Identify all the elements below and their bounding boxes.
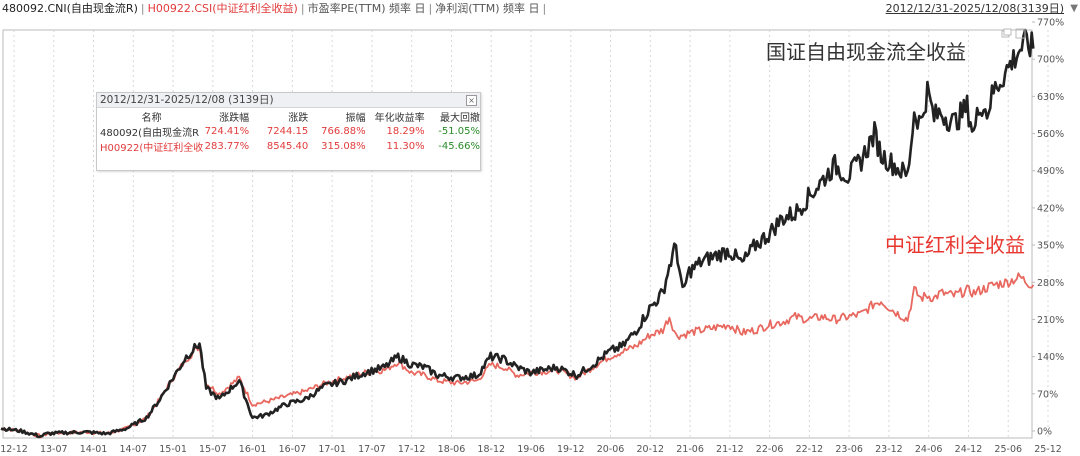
series-label-dividend: 中证红利全收益: [885, 233, 1025, 257]
x-tick-label: 12-12: [0, 444, 28, 455]
date-range-link[interactable]: 2012/12/31-2025/12/08(3139日): [885, 2, 1064, 15]
col-change: 涨跌: [288, 113, 309, 124]
col-name: 名称: [141, 113, 162, 124]
y-tick-label: 70%: [1037, 389, 1058, 400]
cell-change-pct: 724.41%: [204, 126, 250, 137]
window-restore-icon[interactable]: [1000, 28, 1028, 40]
col-max-drawdown: 最大回撤: [440, 113, 480, 124]
legend-separator: |: [140, 2, 145, 15]
y-tick-label: 700%: [1037, 55, 1064, 66]
x-tick-label: 13-07: [40, 444, 68, 455]
y-tick-label: 140%: [1037, 352, 1064, 363]
legend-net-profit-ttm[interactable]: 净利润(TTM) 频率 日: [435, 2, 540, 15]
x-tick-label: 18-12: [477, 444, 505, 455]
cell-amplitude: 315.08%: [321, 141, 366, 152]
x-tick-label: 21-12: [716, 444, 744, 455]
close-icon[interactable]: ×: [466, 95, 477, 106]
x-tick-label: 20-12: [637, 444, 665, 455]
stats-panel-title-text: 2012/12/31-2025/12/08 (3139日): [100, 94, 274, 106]
stats-header-row: 名称 涨跌幅 涨跌 振幅 年化收益率 最大回撤: [97, 109, 480, 124]
x-tick-label: 21-06: [676, 444, 704, 455]
cell-annual-return: 18.29%: [386, 126, 425, 137]
chart-legend-bar: 480092.CNI(自由现金流R) | H00922.CSI(中证红利全收益) | 市…: [0, 0, 1080, 18]
y-tick-label: 560%: [1037, 129, 1064, 140]
x-tick-label: 25-06: [994, 444, 1022, 455]
y-tick-label: 490%: [1037, 166, 1064, 177]
y-tick-label: 630%: [1037, 92, 1064, 103]
x-tick-label: 22-12: [796, 444, 824, 455]
cell-max-drawdown: -51.05%: [438, 126, 480, 137]
x-tick-label: 17-01: [318, 444, 346, 455]
series-line-dividend: [1, 272, 1035, 439]
stats-row[interactable]: 480092(自由现金流R 724.41% 7244.15 766.88% 18…: [97, 124, 480, 139]
cell-name: 480092(自由现金流R: [100, 128, 200, 139]
x-tick-label: 16-07: [279, 444, 307, 455]
y-tick-label: 0%: [1037, 427, 1052, 438]
x-tick-label: 24-06: [915, 444, 943, 455]
y-tick-label: 210%: [1037, 315, 1064, 326]
x-tick-label: 19-12: [557, 444, 585, 455]
x-tick-label: 22-06: [756, 444, 784, 455]
stats-table: 名称 涨跌幅 涨跌 振幅 年化收益率 最大回撤 480092(自由现金流R 72…: [97, 109, 480, 154]
line-chart[interactable]: 12-12 13-07 14-01 14-07 15-01 15-07 16-01 16-07…: [0, 18, 1080, 456]
legend-series-dividend[interactable]: H00922.CSI(中证红利全收益): [147, 2, 298, 15]
y-tick-label: 350%: [1037, 241, 1064, 252]
x-tick-label: 15-07: [199, 444, 227, 455]
y-tick-label: 280%: [1037, 278, 1064, 289]
triangle-down-icon[interactable]: ▼: [1070, 3, 1078, 14]
interval-stats-panel: 2012/12/31-2025/12/08 (3139日) × 名称 涨跌幅 涨…: [96, 92, 481, 171]
x-tick-label: 17-12: [398, 444, 426, 455]
cell-amplitude: 766.88%: [321, 126, 366, 137]
col-amplitude: 振幅: [345, 113, 366, 124]
x-tick-label: 20-06: [597, 444, 625, 455]
stats-row[interactable]: H00922(中证红利全收 283.77% 8545.40 315.08% 11…: [97, 139, 480, 154]
cell-change: 8545.40: [266, 141, 309, 152]
cell-annual-return: 11.30%: [386, 141, 425, 152]
col-annual-return: 年化收益率: [374, 113, 425, 124]
x-tick-label: 23-06: [835, 444, 863, 455]
x-tick-label: 15-01: [159, 444, 187, 455]
plot-frame: [2, 29, 1033, 439]
cell-max-drawdown: -45.66%: [438, 141, 480, 152]
y-tick-label: 770%: [1037, 18, 1064, 29]
legend-pe-ttm[interactable]: 市盈率PE(TTM) 频率 日: [307, 2, 426, 15]
legend-separator: |: [542, 2, 547, 15]
x-tick-label: 14-01: [80, 444, 108, 455]
x-tick-label: 23-12: [875, 444, 903, 455]
series-line-free-cash-flow: [0, 28, 1035, 439]
col-change-pct: 涨跌幅: [219, 113, 250, 124]
x-tick-label: 25-12: [1034, 444, 1062, 455]
y-tick-label: 420%: [1037, 203, 1064, 214]
cell-change: 7244.15: [266, 126, 309, 137]
stats-panel-title: 2012/12/31-2025/12/08 (3139日) ×: [97, 93, 480, 108]
cell-name: H00922(中证红利全收: [100, 143, 204, 154]
series-label-free-cash-flow: 国证自由现金流全收益: [766, 40, 966, 64]
x-tick-label: 14-07: [120, 444, 148, 455]
legend-separator: |: [300, 2, 305, 15]
x-tick-label: 19-06: [517, 444, 545, 455]
legend-separator: |: [428, 2, 433, 15]
x-tick-label: 17-07: [358, 444, 386, 455]
cell-change-pct: 283.77%: [204, 141, 250, 152]
legend-series-free-cash-flow[interactable]: 480092.CNI(自由现金流R): [2, 2, 138, 15]
x-tick-label: 18-06: [438, 444, 466, 455]
x-tick-label: 16-01: [239, 444, 267, 455]
x-tick-label: 24-12: [955, 444, 983, 455]
